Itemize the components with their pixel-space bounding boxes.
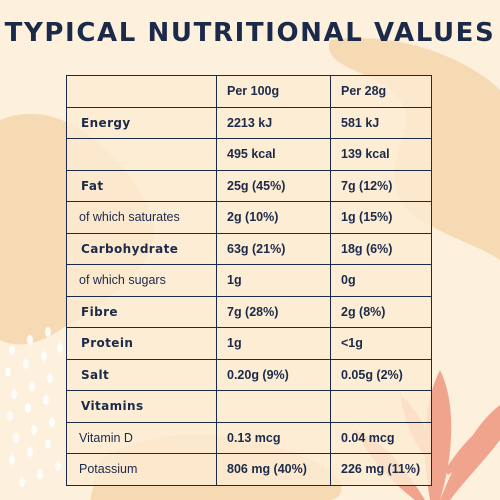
- per-28g-value: 0.05g (2%): [330, 358, 432, 391]
- table-row: Fat 25g (45%) 7g (12%): [66, 169, 432, 202]
- per-100g-value: 7g (28%): [216, 295, 331, 328]
- per-28g-value: 1g (15%): [330, 201, 432, 234]
- table-row: 495 kcal 139 kcal: [66, 138, 432, 171]
- per-28g-value: 0.04 mcg: [330, 421, 432, 454]
- dot-pattern: [5, 327, 63, 487]
- per-28g-value: [330, 390, 432, 423]
- nutrient-label: Vitamins: [66, 390, 217, 423]
- per-100g-value: 495 kcal: [216, 138, 331, 171]
- per-28g-value: 226 mg (11%): [330, 453, 432, 486]
- table-row: Protein 1g <1g: [66, 327, 432, 360]
- table-row: Fibre 7g (28%) 2g (8%): [66, 295, 432, 328]
- per-100g-value: 0.13 mcg: [216, 421, 331, 454]
- column-header: Per 28g: [330, 75, 432, 108]
- nutrient-label: Fat: [66, 169, 217, 202]
- per-28g-value: 139 kcal: [330, 138, 432, 171]
- per-100g-value: 2g (10%): [216, 201, 331, 234]
- nutrition-table: Per 100g Per 28g Energy 2213 kJ 581 kJ 495 kc…: [66, 75, 432, 486]
- nutrient-label: Protein: [66, 327, 217, 360]
- per-28g-value: 2g (8%): [330, 295, 432, 328]
- table-row: Carbohydrate 63g (21%) 18g (6%): [66, 232, 432, 265]
- nutrient-label: Salt: [66, 358, 217, 391]
- header-label-cell: [66, 75, 217, 108]
- table-row: of which sugars 1g 0g: [66, 264, 432, 297]
- per-100g-value: 25g (45%): [216, 169, 331, 202]
- per-100g-value: [216, 390, 331, 423]
- table-row: Potassium 806 mg (40%) 226 mg (11%): [66, 453, 432, 486]
- per-100g-value: 0.20g (9%): [216, 358, 331, 391]
- table-row: Vitamins: [66, 390, 432, 423]
- per-100g-value: 806 mg (40%): [216, 453, 331, 486]
- nutrient-label: of which saturates: [66, 201, 217, 234]
- page-title: TYPICAL NUTRITIONAL VALUES: [4, 18, 496, 48]
- per-28g-value: 581 kJ: [330, 106, 432, 139]
- nutrient-label: Energy: [66, 106, 217, 139]
- table-row: of which saturates 2g (10%) 1g (15%): [66, 201, 432, 234]
- table-row: Salt 0.20g (9%) 0.05g (2%): [66, 358, 432, 391]
- column-header: Per 100g: [216, 75, 331, 108]
- per-28g-value: 7g (12%): [330, 169, 432, 202]
- per-100g-value: 1g: [216, 264, 331, 297]
- per-28g-value: 0g: [330, 264, 432, 297]
- per-28g-value: <1g: [330, 327, 432, 360]
- nutrient-label: of which sugars: [66, 264, 217, 297]
- per-100g-value: 1g: [216, 327, 331, 360]
- per-100g-value: 2213 kJ: [216, 106, 331, 139]
- nutrient-label: Carbohydrate: [66, 232, 217, 265]
- nutrient-label: Vitamin D: [66, 421, 217, 454]
- nutrient-label: Fibre: [66, 295, 217, 328]
- nutrient-label: Potassium: [66, 453, 217, 486]
- table-row: Energy 2213 kJ 581 kJ: [66, 106, 432, 139]
- nutrient-label: [66, 138, 217, 171]
- table-header-row: Per 100g Per 28g: [66, 75, 432, 108]
- per-100g-value: 63g (21%): [216, 232, 331, 265]
- per-28g-value: 18g (6%): [330, 232, 432, 265]
- table-row: Vitamin D 0.13 mcg 0.04 mcg: [66, 421, 432, 454]
